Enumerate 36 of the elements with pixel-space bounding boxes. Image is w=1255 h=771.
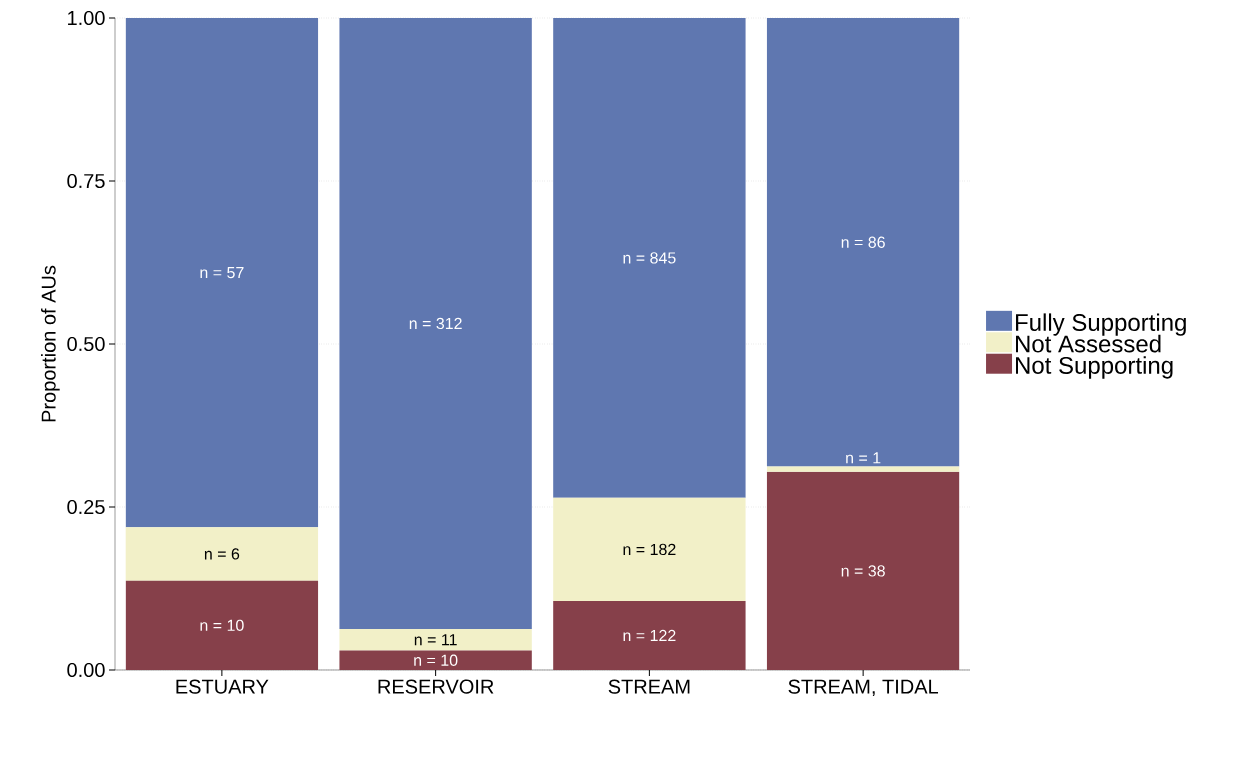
annotation: n = 10 bbox=[414, 654, 458, 666]
bar bbox=[339, 17, 532, 629]
annotation: n = 10 bbox=[200, 619, 244, 631]
annotation: n = 57 bbox=[200, 267, 244, 279]
x-tick-label: STREAM bbox=[608, 679, 690, 694]
annotation: n = 312 bbox=[409, 317, 462, 330]
legend-label: Fully Supporting bbox=[1016, 313, 1186, 336]
y-tick-label: 0.50 bbox=[67, 336, 105, 352]
annotation: n = 122 bbox=[623, 629, 676, 642]
y-axis-title: Proportion of AUs bbox=[41, 265, 60, 422]
annotation: n = 1 bbox=[846, 452, 881, 464]
bar bbox=[766, 17, 960, 467]
bar bbox=[125, 17, 319, 528]
x-tick-label: STREAM, TIDAL bbox=[788, 679, 939, 697]
y-tick-label: 0.75 bbox=[67, 173, 105, 189]
y-tick-label: 0.25 bbox=[67, 499, 105, 515]
annotation: n = 11 bbox=[414, 634, 457, 646]
bar bbox=[553, 17, 746, 498]
bar bbox=[125, 580, 319, 670]
bar bbox=[339, 628, 532, 651]
bar bbox=[125, 527, 319, 581]
annotation: n = 6 bbox=[204, 548, 240, 560]
annotation: n = 38 bbox=[841, 565, 885, 577]
annotation: n = 86 bbox=[841, 236, 885, 248]
x-tick-label: ESTUARY bbox=[176, 679, 269, 694]
bar bbox=[553, 600, 746, 670]
y-tick-label: 1.00 bbox=[68, 10, 105, 26]
bar bbox=[339, 650, 532, 670]
y-tick-label: 0.00 bbox=[67, 662, 105, 678]
bar bbox=[766, 466, 960, 472]
legend-label: Not Supporting bbox=[1016, 356, 1173, 379]
bar bbox=[553, 497, 746, 601]
annotation: n = 182 bbox=[623, 543, 676, 556]
annotation: n = 845 bbox=[623, 252, 676, 264]
bar bbox=[766, 471, 960, 670]
x-tick-label: RESERVOIR bbox=[378, 679, 494, 694]
